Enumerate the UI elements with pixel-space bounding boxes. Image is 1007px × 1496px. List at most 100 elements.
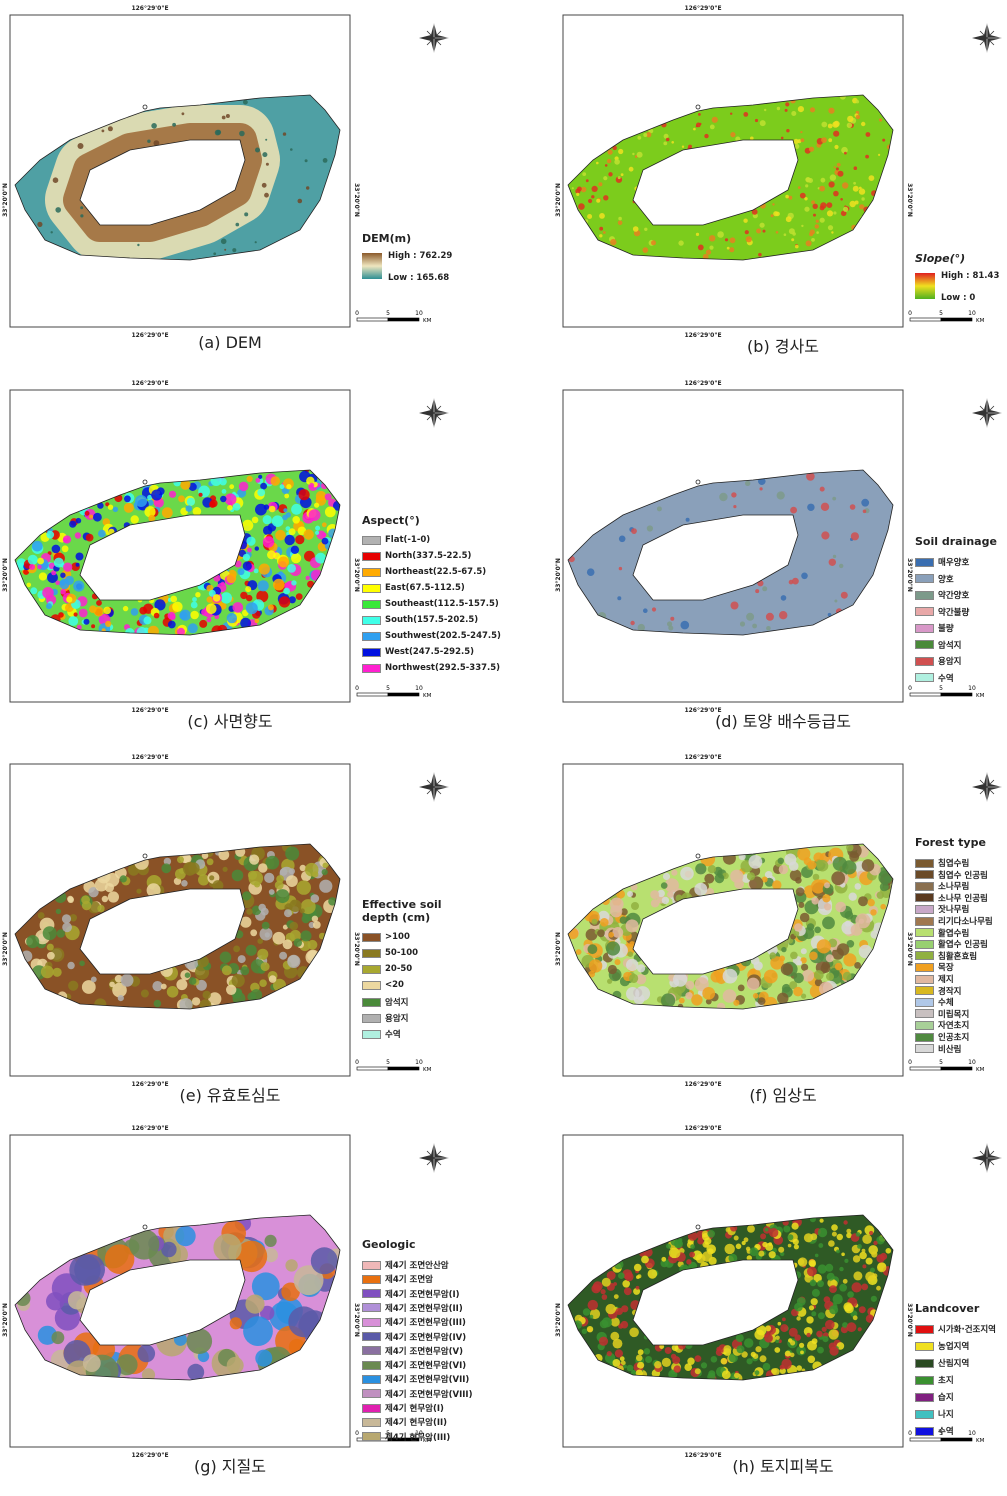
legend-label: 습지 [938,1391,954,1403]
map-texture [240,966,249,975]
legend-label: 자연초지 [938,1019,969,1031]
map-texture [817,1280,824,1287]
map-texture [26,935,39,948]
map-texture [878,870,892,884]
map-texture [856,1232,861,1237]
map-texture [839,1284,847,1292]
legend-swatch [362,965,381,974]
legend-swatch [915,1021,934,1030]
map-texture [812,897,819,904]
island [568,470,893,635]
legend-item: 침엽수 인공림 [915,869,988,881]
map-texture [102,130,105,133]
map-texture [269,506,276,513]
map-texture [690,1244,695,1249]
map-texture [53,968,62,977]
map-texture [588,944,598,954]
map-texture [834,600,837,603]
map-texture [837,1234,843,1240]
legend-item: 소나무 인공림 [915,892,988,904]
legend-swatch [915,1376,934,1385]
map-texture [839,564,843,568]
map-texture [758,997,766,1005]
scale-label: 10 [415,310,423,317]
map-texture [871,1296,877,1302]
map-texture [806,240,812,246]
scale-unit: KM [976,693,985,699]
scale-label: 5 [939,310,943,317]
legend-item: 제4기 조면현무암(VI) [362,1359,466,1371]
map-texture [850,504,856,510]
map-texture [879,118,882,121]
map-texture [323,863,329,869]
map-panel: 126°29'0"E126°29'0"E33°20'0"N33°20'0"N05… [553,749,1003,1124]
legend-label: 소나무 인공림 [938,892,988,904]
map-panel: 126°29'0"E126°29'0"E33°20'0"N33°20'0"N05… [0,0,450,375]
map-texture [607,159,611,163]
map-texture [245,1295,264,1314]
map-panel: 126°29'0"E126°29'0"E33°20'0"N33°20'0"N05… [0,375,450,750]
map-texture [641,1256,649,1264]
map-texture [834,145,838,149]
map-texture [624,1287,632,1295]
map-texture [304,529,314,539]
map-texture [314,503,319,508]
map-texture [771,214,774,217]
map-texture [851,532,859,540]
map-texture [621,1305,628,1312]
legend-swatch [362,632,381,641]
map-texture [777,993,788,1004]
scale-unit: KM [423,1067,432,1073]
map-texture [802,970,814,982]
map-texture [742,1241,746,1245]
map-texture [831,871,845,885]
map-texture [616,890,625,899]
legend-label: 침엽수 인공림 [938,869,988,881]
island-fill [15,468,343,638]
lat-label: 33°20'0"N [555,932,562,966]
map-texture [853,186,859,192]
legend-swatch [362,600,381,609]
legend-swatch [362,584,381,593]
map-texture [702,987,715,1000]
legend-item: 약간불량 [915,606,969,618]
map-texture [32,541,43,552]
map-texture [650,890,659,899]
map-texture [321,483,328,490]
map-texture [752,624,757,629]
map-texture [173,479,181,487]
map-texture [296,593,303,600]
map-texture [175,1226,195,1246]
north-arrow-star [987,23,1002,53]
map-texture [299,489,310,500]
map-texture [222,489,227,494]
legend-label: 제4기 조면현무암(VIII) [385,1388,472,1400]
map-texture [278,557,289,568]
map-texture [840,198,843,201]
map-texture [801,225,803,227]
map-texture [760,223,765,228]
map-texture [830,174,836,180]
legend-swatch [362,1418,381,1427]
map-texture [698,245,704,251]
map-texture [643,608,648,613]
map-texture [238,568,245,575]
legend-swatch [362,1389,381,1398]
legend-title: Geologic [362,1238,452,1251]
island-fill [15,1215,346,1387]
map-texture [113,507,118,512]
legend-label: North(337.5-22.5) [385,551,471,561]
north-arrow-star [434,1143,449,1173]
map-texture [868,899,875,906]
map-texture [306,186,309,189]
map-texture [717,231,724,238]
map-texture [144,616,152,624]
scale-label: 5 [939,1059,943,1066]
map-texture [826,954,834,962]
map-texture [776,231,779,234]
map-texture [674,1365,681,1372]
map-texture [615,1349,623,1357]
map-texture [216,130,221,135]
scale-unit: KM [976,1438,985,1444]
map-texture [257,489,265,497]
